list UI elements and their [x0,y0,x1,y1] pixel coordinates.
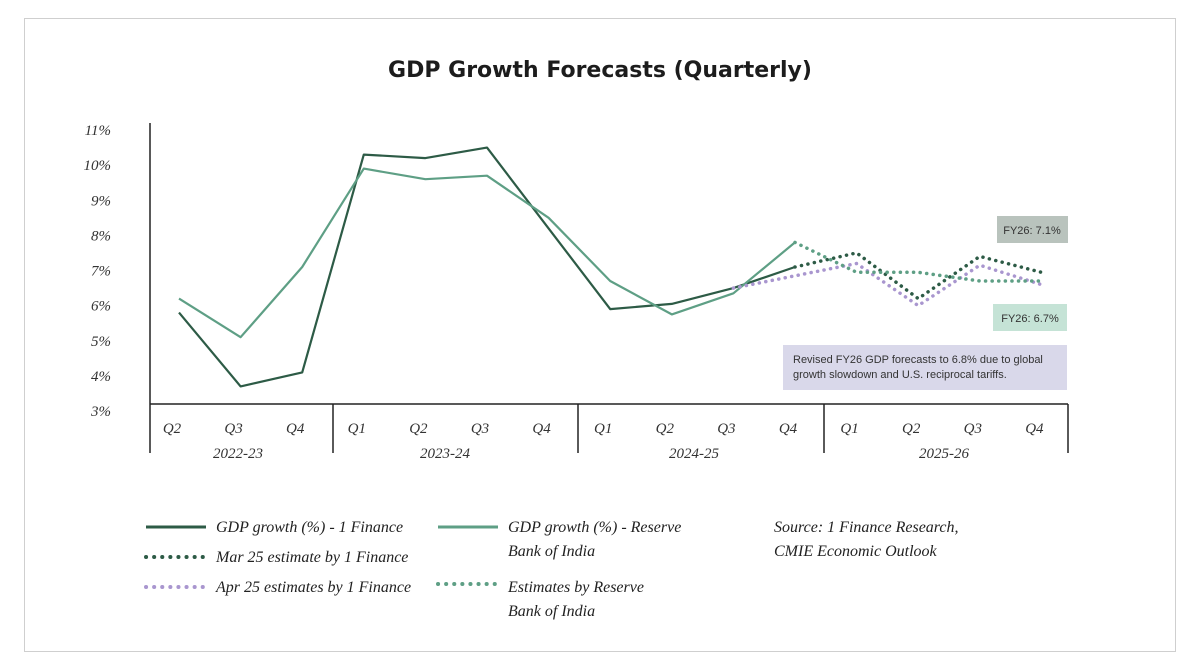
chart-frame [24,18,1176,652]
x-tick-label: Q2 [902,421,921,437]
annotation-fy26-7-1-text: FY26: 7.1% [1003,225,1061,237]
series-line-3 [731,261,1044,308]
x-tick-label: Q1 [594,421,612,437]
annotation-note-box [783,345,1067,390]
y-tick-label: 3% [90,404,111,420]
series-line-4 [793,240,1044,283]
y-tick-label: 5% [91,334,111,350]
axes: 3% 4% 5% 6% 7% 8% 9% 10% 11% Q2 Q3 Q4 Q1 Q2 Q3 Q4 Q1 Q2 Q3… [84,123,1069,462]
x-tick-label: Q2 [656,421,675,437]
annotation-fy26-6-7: FY26: 6.7% [993,304,1067,331]
x-tick-label: Q3 [224,421,242,437]
chart-title: GDP Growth Forecasts (Quarterly) [388,58,812,83]
x-tick-label: Q4 [532,421,551,437]
legend: GDP growth (%) - 1 Finance GDP growth (%… [144,519,959,620]
year-label: 2022-23 [213,446,263,462]
x-tick-label: Q2 [409,421,428,437]
y-tick-label: 6% [91,299,111,315]
year-label: 2025-26 [919,446,969,462]
year-label: 2024-25 [669,446,719,462]
y-tick-label: 9% [91,193,111,209]
y-tick-label: 11% [85,123,111,139]
annotation-note-line2: growth slowdown and U.S. reciprocal tari… [793,369,1007,381]
legend-label-rbi-estimates-1: Estimates by Reserve [507,579,644,596]
annotation-fy26-6-7-box [993,304,1067,331]
annotation-fy26-7-1: FY26: 7.1% [997,216,1068,243]
x-tick-label: Q1 [840,421,858,437]
x-tick-label: Q4 [1025,421,1044,437]
series-line-1 [178,167,796,339]
x-tick-label: Q2 [163,421,182,437]
x-tick-label: Q4 [779,421,798,437]
series-group [178,146,1044,388]
legend-label-gdp-1finance: GDP growth (%) - 1 Finance [216,519,403,536]
y-tick-label: 7% [91,264,111,280]
annotation-note: Revised FY26 GDP forecasts to 6.8% due t… [783,345,1067,390]
legend-label-gdp-rbi-1: GDP growth (%) - Reserve [508,519,681,536]
source-line2: CMIE Economic Outlook [774,543,938,560]
annotation-fy26-7-1-box [997,216,1068,243]
annotation-note-line1: Revised FY26 GDP forecasts to 6.8% due t… [793,354,1043,366]
annotation-fy26-6-7-text: FY26: 6.7% [1001,313,1059,325]
x-tick-label: Q3 [471,421,489,437]
series-line-2 [793,251,1044,301]
x-tick-label: Q1 [348,421,366,437]
legend-label-apr25: Apr 25 estimates by 1 Finance [215,579,411,596]
y-tick-label: 8% [91,228,111,244]
legend-label-gdp-rbi-2: Bank of India [508,543,595,560]
x-tick-label: Q3 [964,421,982,437]
y-tick-label: 10% [84,158,112,174]
x-tick-label: Q4 [286,421,305,437]
series-line-0 [178,146,796,388]
source-line1: Source: 1 Finance Research, [774,519,959,536]
y-tick-label: 4% [91,369,111,385]
x-tick-label: Q3 [717,421,735,437]
year-label: 2023-24 [420,446,470,462]
legend-label-rbi-estimates-2: Bank of India [508,603,595,620]
legend-label-mar25: Mar 25 estimate by 1 Finance [215,549,408,566]
